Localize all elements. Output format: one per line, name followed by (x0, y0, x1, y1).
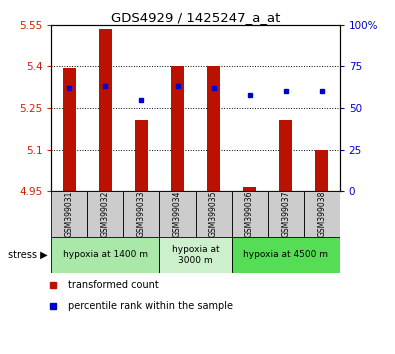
Text: GSM399034: GSM399034 (173, 191, 182, 238)
Text: transformed count: transformed count (68, 280, 158, 291)
Bar (87, 191, 123, 237)
Bar (267, 191, 304, 237)
Text: GSM399038: GSM399038 (317, 191, 326, 238)
Text: stress ▶: stress ▶ (8, 250, 47, 260)
Text: GSM399037: GSM399037 (281, 191, 290, 238)
Bar (135, 120, 148, 191)
Bar (304, 191, 340, 237)
Bar (196, 191, 231, 237)
Bar (51, 237, 160, 273)
Bar (160, 237, 231, 273)
Bar (99, 29, 112, 191)
Bar (160, 191, 196, 237)
Title: GDS4929 / 1425247_a_at: GDS4929 / 1425247_a_at (111, 11, 280, 24)
Bar (51, 191, 87, 237)
Bar (123, 191, 160, 237)
Bar (315, 150, 328, 191)
Text: percentile rank within the sample: percentile rank within the sample (68, 301, 233, 311)
Bar (207, 66, 220, 191)
Bar (63, 68, 76, 191)
Text: hypoxia at 1400 m: hypoxia at 1400 m (63, 250, 148, 259)
Bar (231, 237, 340, 273)
Text: hypoxia at
3000 m: hypoxia at 3000 m (172, 245, 219, 264)
Bar (279, 120, 292, 191)
Text: GSM399031: GSM399031 (65, 191, 74, 238)
Text: GSM399032: GSM399032 (101, 191, 110, 238)
Text: GSM399033: GSM399033 (137, 191, 146, 238)
Text: GSM399036: GSM399036 (245, 191, 254, 238)
Bar (243, 187, 256, 191)
Bar (231, 191, 267, 237)
Text: hypoxia at 4500 m: hypoxia at 4500 m (243, 250, 328, 259)
Bar (171, 66, 184, 191)
Text: GSM399035: GSM399035 (209, 191, 218, 238)
